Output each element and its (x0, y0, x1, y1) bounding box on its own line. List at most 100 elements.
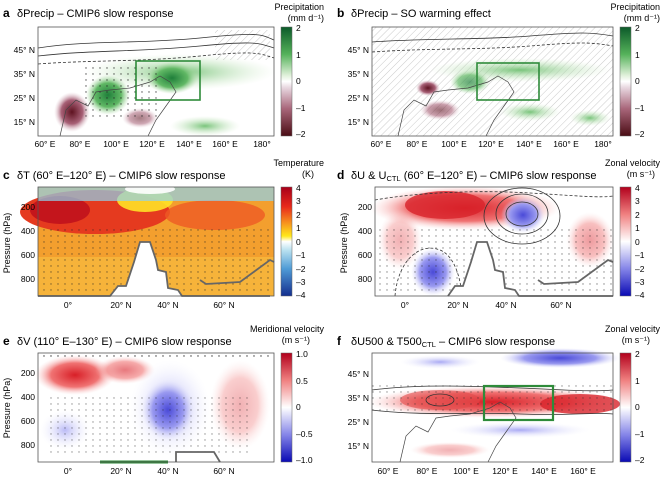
panel-d-x-ticks: 0° 20° N 40° N 60° N (401, 300, 572, 310)
panel-f-y-ticks: 45° N 35° N 25° N 15° N (348, 369, 369, 451)
panel-d-jet-contour (505, 201, 539, 227)
x-tick-label: 0° (64, 300, 72, 310)
colorbar-gradient (280, 352, 293, 463)
panel-e: e δV (110° E–130° E) – CMIP6 slow respon… (2, 324, 324, 476)
panel-c: c δT (60° E–120° E) – CMIP6 slow respons… (2, 158, 324, 310)
colorbar-tick: 0 (296, 76, 301, 86)
x-tick-label: 80° E (417, 466, 438, 476)
colorbar-tick: 4 (635, 183, 640, 193)
x-tick-label: 100° E (441, 139, 467, 149)
panel-d-letter: d (337, 168, 344, 182)
panel-d-topography (447, 241, 613, 297)
x-tick-label: 140° E (176, 139, 202, 149)
panel-e-plot (35, 352, 275, 464)
colorbar-unit: (mm d⁻¹) (624, 13, 660, 23)
colorbar-tick: 1 (635, 50, 640, 60)
panel-d: d δU & UCTL (60° E–120° E) – CMIP6 slow … (337, 158, 660, 310)
colorbar-tick: 4 (296, 183, 301, 193)
x-tick-label: 80° E (70, 139, 91, 149)
x-tick-label: 60° E (371, 139, 392, 149)
y-tick-label: 600 (358, 250, 372, 260)
panel-f-negative-band (500, 348, 620, 368)
panel-a: a δPrecip – CMIP6 slow response 45° N 35… (3, 2, 324, 149)
x-tick-label: 0° (64, 466, 72, 476)
x-tick-label: 60° N (550, 300, 571, 310)
panel-e-ylabel: Pressure (hPa) (2, 378, 12, 439)
y-tick-label: 45° N (14, 45, 35, 55)
panel-c-cool-top (38, 187, 274, 201)
panel-e-stippling (50, 395, 250, 455)
colorbar-tick: 0 (635, 402, 640, 412)
panel-b-title: δPrecip – SO warming effect (351, 8, 491, 20)
colorbar-unit: (mm d⁻¹) (288, 13, 324, 23)
colorbar-tick: 1 (296, 223, 301, 233)
colorbar-label: Temperature (273, 158, 324, 168)
x-tick-label: 40° N (157, 466, 178, 476)
y-tick-label: 45° N (348, 45, 369, 55)
panel-a-wet-south (170, 116, 240, 136)
colorbar-tick: –1 (296, 103, 306, 113)
panel-c-y-ticks: 200 400 600 800 (21, 202, 35, 284)
colorbar-tick: 2 (635, 210, 640, 220)
y-tick-label: 35° N (348, 393, 369, 403)
y-tick-label: 25° N (348, 93, 369, 103)
x-tick-label: 120° E (492, 466, 518, 476)
panel-f-stippling (372, 385, 613, 415)
y-tick-label: 15° N (14, 117, 35, 127)
x-tick-label: 140° E (516, 139, 542, 149)
colorbar-gradient (280, 186, 293, 297)
panel-a-coastline (59, 75, 177, 137)
colorbar-tick: 2 (296, 23, 301, 33)
x-tick-label: 60° E (35, 139, 56, 149)
panel-f-colorbar: Zonal velocity (m s⁻¹) 2 1 0 –1 –2 (605, 324, 660, 465)
panel-f-title: δU500 & T500CTL – CMIP6 slow response (351, 336, 555, 349)
colorbar-tick: –2 (296, 264, 306, 274)
x-tick-label: 40° N (157, 300, 178, 310)
panel-b-map (371, 26, 614, 137)
colorbar-tick: 3 (296, 196, 301, 206)
panel-b-y-ticks: 45° N 35° N 25° N 15° N (348, 45, 369, 127)
panel-d-colorbar: Zonal velocity (m s⁻¹) 4 3 2 1 0 –1 –2 –… (605, 158, 660, 300)
x-tick-label: 40° N (495, 300, 516, 310)
panel-d-plot (370, 186, 614, 297)
colorbar-tick: 2 (296, 210, 301, 220)
panel-f: f δU500 & T500CTL – CMIP6 slow response … (337, 324, 660, 476)
x-tick-label: 80° E (407, 139, 428, 149)
x-tick-label: 20° N (447, 300, 468, 310)
y-tick-label: 800 (21, 440, 35, 450)
panel-b: b δPrecip – SO warming effect 45° N 35° … (337, 2, 660, 149)
panel-a-letter: a (3, 6, 10, 20)
x-tick-label: 60° N (213, 300, 234, 310)
y-tick-label: 200 (358, 202, 372, 212)
x-tick-label: 20° N (110, 466, 131, 476)
colorbar-label: Meridional velocity (250, 324, 325, 334)
x-tick-label: 0° (401, 300, 409, 310)
colorbar-gradient (619, 186, 632, 297)
panel-e-y-ticks: 200 400 600 800 (21, 368, 35, 450)
panel-c-title: δT (60° E–120° E) – CMIP6 slow response (17, 170, 226, 182)
colorbar-tick: –2 (635, 455, 645, 465)
colorbar-tick: –3 (296, 277, 306, 287)
panel-d-y-ticks: 200 400 600 800 (358, 202, 372, 284)
colorbar-label: Zonal velocity (605, 324, 660, 334)
y-tick-label: 25° N (348, 417, 369, 427)
panel-d-title: δU & UCTL (60° E–120° E) – CMIP6 slow re… (351, 170, 597, 183)
x-tick-label: 160° E (570, 466, 596, 476)
panel-b-region-box (476, 62, 540, 101)
panel-e-letter: e (3, 334, 10, 348)
y-tick-label: 400 (21, 226, 35, 236)
colorbar-unit: (m s⁻¹) (622, 335, 650, 345)
x-tick-label: 120° E (478, 139, 504, 149)
colorbar-tick: 1.0 (296, 349, 308, 359)
colorbar-tick: 1 (635, 376, 640, 386)
y-tick-label: 200 (21, 368, 35, 378)
panel-a-region-box (135, 60, 201, 101)
panel-c-letter: c (3, 168, 10, 182)
panel-f-x-ticks: 60° E 80° E 100° E 120° E 140° E 160° E (378, 466, 597, 476)
panel-b-letter: b (337, 6, 344, 20)
y-tick-label: 35° N (348, 69, 369, 79)
x-tick-label: 120° E (139, 139, 165, 149)
y-tick-label: 600 (21, 250, 35, 260)
y-tick-label: 200 (21, 202, 35, 212)
